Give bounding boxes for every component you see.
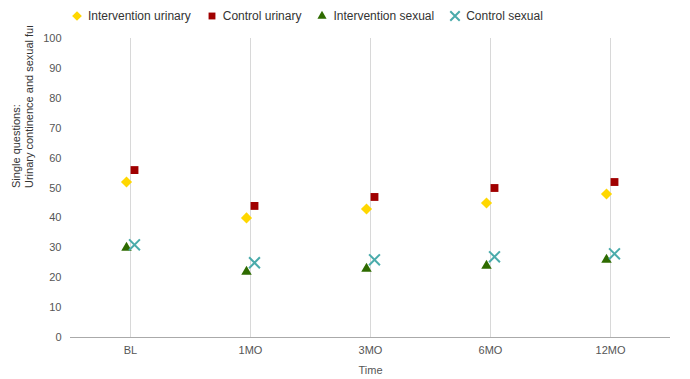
svg-text:60: 60 [49, 152, 61, 164]
svg-text:50: 50 [49, 182, 61, 194]
svg-text:90: 90 [49, 62, 61, 74]
svg-text:1MO: 1MO [239, 344, 263, 356]
html-text:Intervention sexual: Intervention sexual [333, 9, 435, 23]
svg-text:80: 80 [49, 92, 61, 104]
svg-text:3MO: 3MO [359, 344, 383, 356]
html-text:Control sexual: Control sexual [466, 9, 543, 23]
html-text:Control urinary: Control urinary [222, 9, 302, 23]
svg-text:70: 70 [49, 122, 61, 134]
svg-text:BL: BL [124, 344, 137, 356]
svg-text:20: 20 [49, 271, 61, 283]
svg-text:10: 10 [49, 301, 61, 313]
svg-text:6MO: 6MO [479, 344, 503, 356]
svg-text:0: 0 [55, 331, 61, 343]
html-text:Intervention urinary: Intervention urinary [88, 9, 191, 23]
svg-text:40: 40 [49, 211, 61, 223]
svg-text:Time: Time [358, 364, 382, 376]
svg-text:12MO: 12MO [596, 344, 626, 356]
svg-text:100: 100 [43, 32, 61, 44]
svg-text:Single questions:Urinary conti: Single questions:Urinary continence and … [10, 26, 35, 188]
svg-text:30: 30 [49, 241, 61, 253]
